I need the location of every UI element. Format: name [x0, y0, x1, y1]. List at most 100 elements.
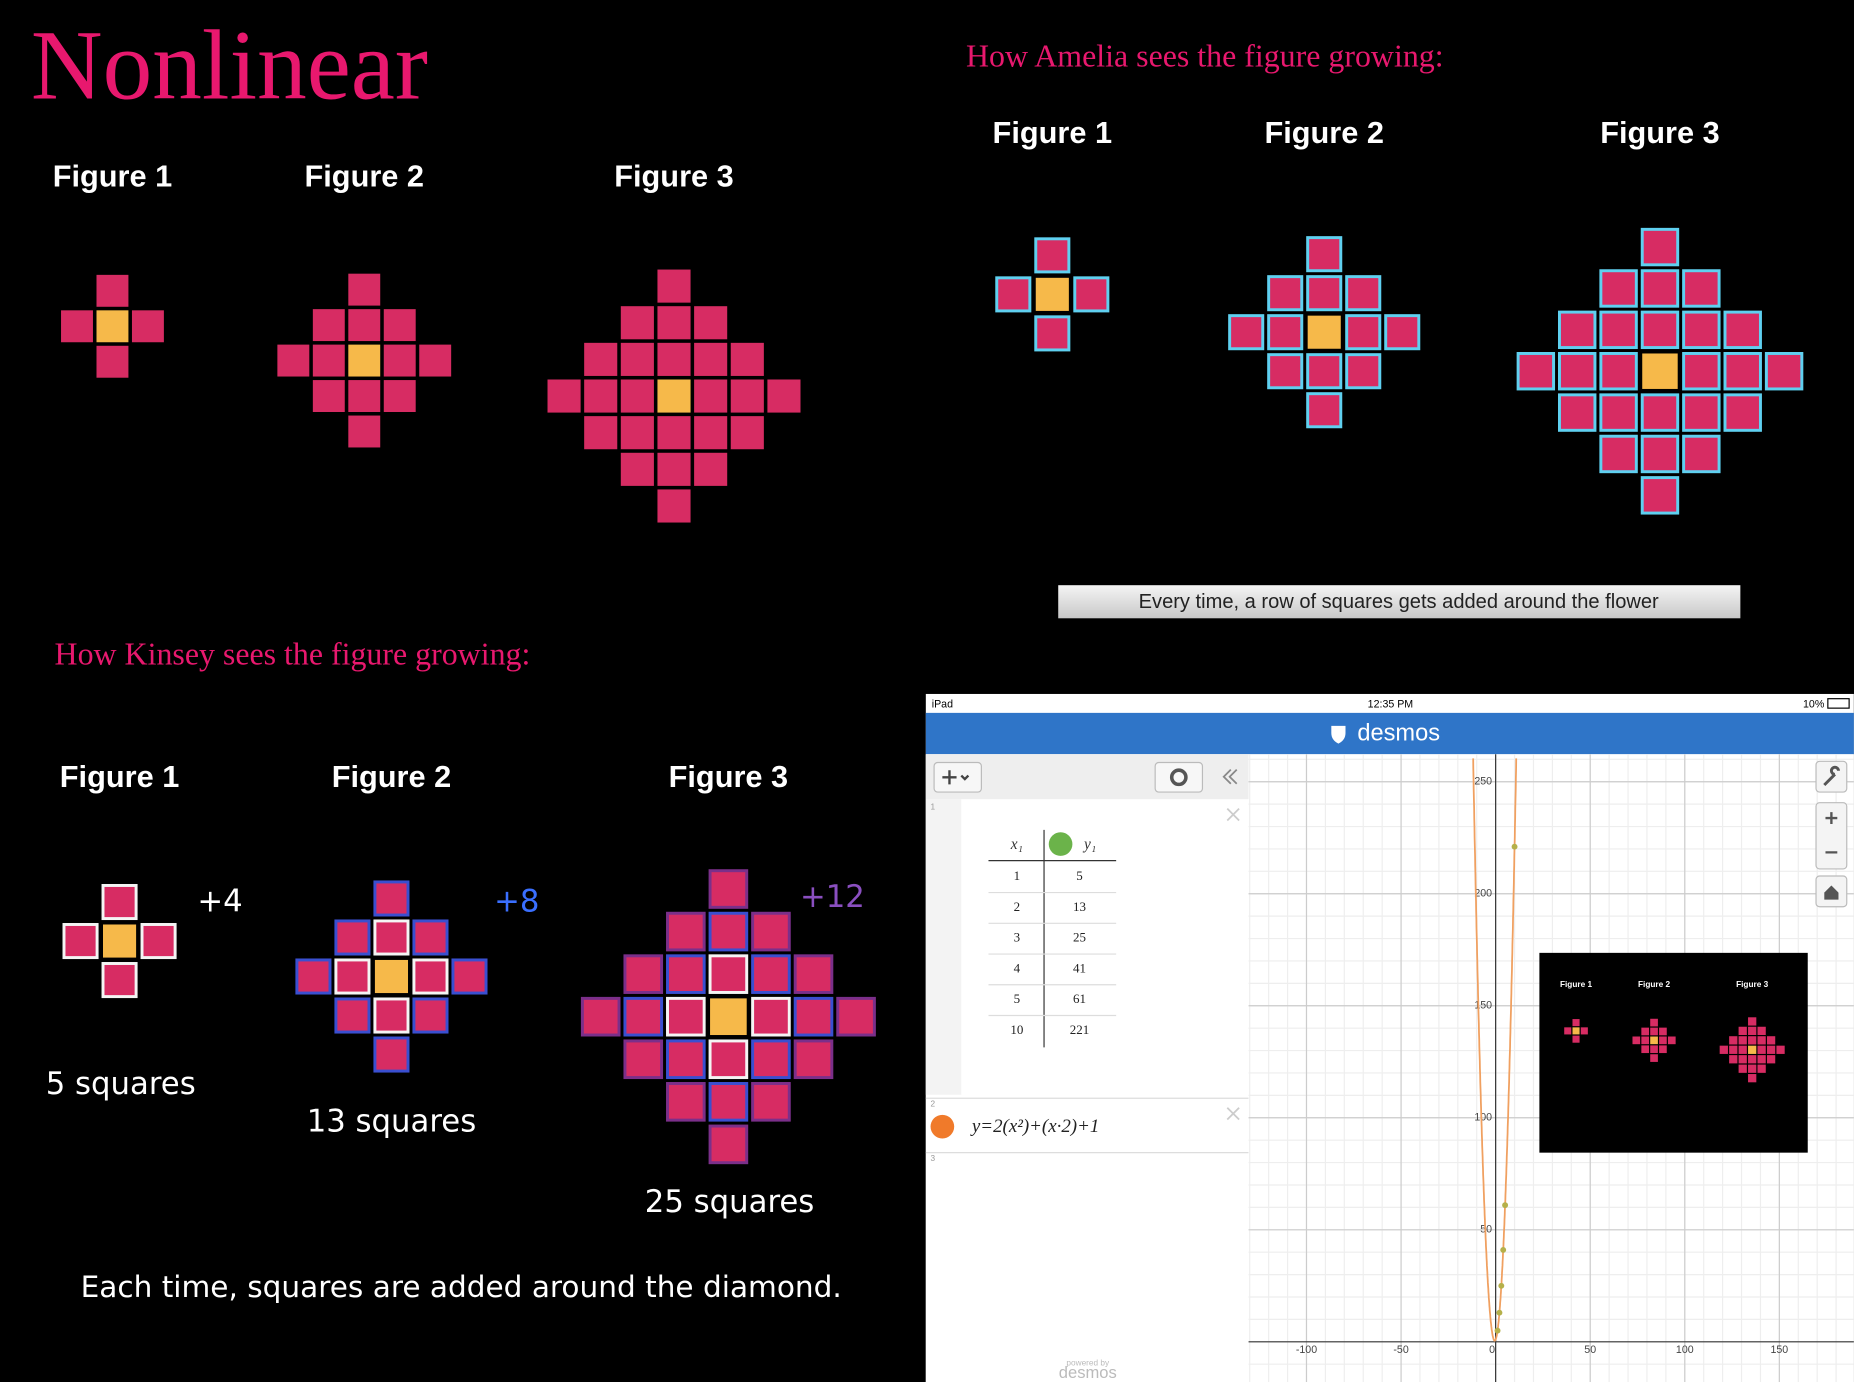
square: [708, 1124, 749, 1165]
settings-button[interactable]: [1154, 761, 1204, 793]
y-tick-label: 100: [1474, 1112, 1492, 1124]
square: [1345, 353, 1382, 390]
square: [373, 880, 410, 917]
square: [623, 996, 664, 1037]
square: [373, 919, 410, 956]
figure-label: Figure 1: [993, 115, 1113, 150]
caption-box: [1058, 585, 1741, 619]
center-square: [657, 379, 691, 413]
figure-label: Figure 3: [669, 759, 789, 794]
figure-label: Figure 2: [332, 759, 452, 794]
square: [1748, 1064, 1757, 1073]
table-cell: 4: [1014, 960, 1021, 975]
square: [412, 997, 449, 1034]
square: [657, 452, 691, 486]
square: [580, 996, 621, 1037]
square: [584, 342, 618, 376]
square: [666, 911, 706, 952]
row-gutter: [925, 799, 962, 1095]
square: [1267, 275, 1304, 312]
square: [1667, 1036, 1676, 1045]
x-tick-label: 100: [1676, 1344, 1694, 1356]
center-square: [103, 924, 137, 958]
square: [383, 380, 416, 412]
inset-figure-label: Figure 1: [1560, 980, 1593, 989]
square: [1034, 237, 1071, 274]
square: [419, 344, 452, 377]
content: Figure 1 Figure 2 Figure 3 Figure 1 Figure 2…: [46, 115, 1804, 1220]
square: [1723, 393, 1762, 432]
zoom-icons: [1825, 812, 1838, 854]
square: [1073, 276, 1110, 313]
square: [1267, 353, 1304, 390]
table-cell: 13: [1073, 899, 1086, 914]
figure-label: Figure 2: [305, 159, 425, 194]
square: [584, 416, 618, 450]
table-header: x₁: [1010, 836, 1023, 853]
square: [767, 379, 801, 413]
square: [1572, 1035, 1580, 1043]
square: [620, 452, 654, 486]
list-index: 3: [931, 1154, 936, 1163]
y-tick-label: 200: [1474, 888, 1492, 900]
square: [1719, 1045, 1728, 1054]
add-button[interactable]: [933, 761, 982, 793]
zoom-buttons[interactable]: [1815, 802, 1848, 870]
curve: [1472, 758, 1518, 1342]
amelia-caption: Every time, a row of squares gets added …: [1139, 591, 1659, 613]
square: [1748, 1026, 1757, 1036]
square: [348, 415, 381, 448]
square: [1640, 393, 1680, 432]
square: [694, 306, 728, 340]
square: [1757, 1055, 1766, 1064]
square: [1580, 1027, 1588, 1035]
table-cell: 41: [1073, 960, 1086, 975]
square: [1345, 314, 1382, 351]
data-point: [1496, 1309, 1503, 1316]
center-square: [1572, 1027, 1580, 1035]
x-tick-label: -50: [1393, 1344, 1408, 1356]
table-cell: 2: [1014, 899, 1021, 914]
square: [1723, 352, 1762, 391]
app-name: desmos: [1357, 720, 1440, 746]
delete-icons[interactable]: [1226, 808, 1240, 1121]
square: [1738, 1064, 1747, 1073]
powered-by: powered by: [1066, 1358, 1110, 1367]
desmos-logo: [1331, 725, 1346, 744]
figure-label: Figure 3: [614, 159, 734, 194]
square: [1764, 352, 1804, 391]
square: [451, 958, 488, 995]
collapse-button[interactable]: [1222, 768, 1238, 785]
square: [1558, 310, 1597, 350]
figure-label: Figure 1: [53, 159, 173, 194]
kinsey-heading: How Kinsey sees the figure growing:: [55, 637, 531, 672]
square: [1738, 1055, 1747, 1064]
table-cell: 61: [1073, 991, 1086, 1006]
center-square: [1650, 1036, 1658, 1045]
square: [708, 1039, 749, 1080]
square: [373, 997, 410, 1034]
square: [708, 869, 749, 909]
square: [383, 309, 416, 342]
square: [1641, 1045, 1650, 1054]
equation: y=2(x²)+(x·2)+1: [970, 1116, 1099, 1137]
square: [373, 1036, 410, 1073]
square: [1640, 269, 1680, 308]
square-count: 5 squares: [46, 1066, 196, 1102]
square: [1640, 227, 1680, 267]
increment: +4: [197, 884, 242, 920]
square: [708, 954, 749, 994]
square: [751, 911, 791, 952]
square: [1729, 1036, 1738, 1045]
square: [1659, 1027, 1667, 1036]
x-tick-label: 0: [1489, 1344, 1495, 1356]
center-square: [1748, 1045, 1757, 1054]
table-cell: 5: [1014, 991, 1021, 1006]
amelia-heading: How Amelia sees the figure growing:: [966, 38, 1444, 73]
square: [1267, 314, 1304, 351]
figure-label: Figure 1: [60, 759, 180, 794]
home-icon: [1824, 885, 1839, 900]
table-cell: 1: [1014, 868, 1021, 883]
status-device: iPad: [932, 698, 953, 710]
square: [708, 911, 749, 952]
